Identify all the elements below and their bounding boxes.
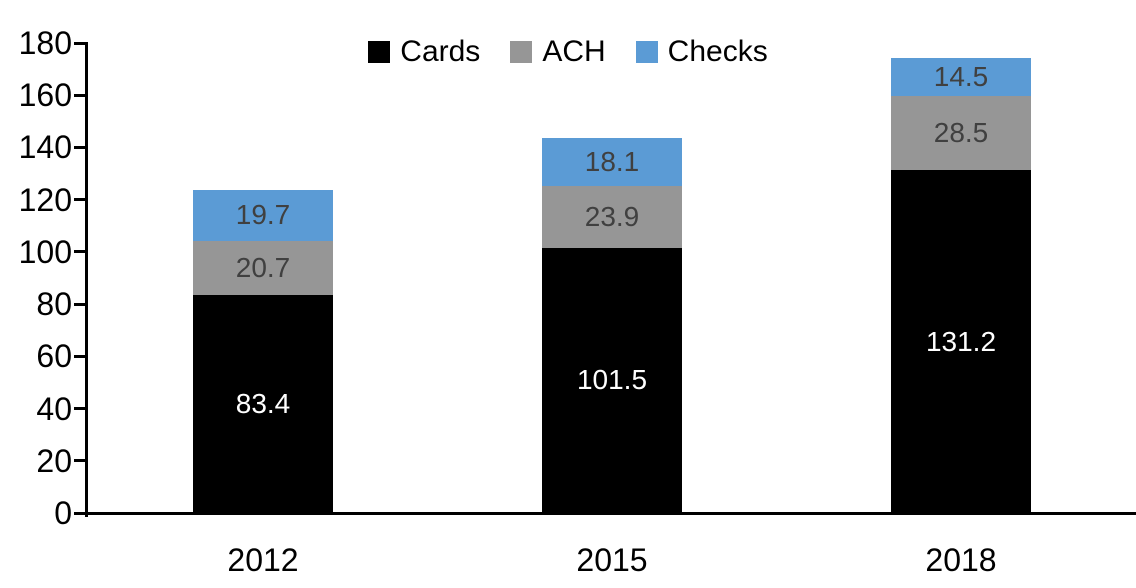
bar-segment-ach: 23.9 [542, 185, 682, 248]
bar-segment-value: 14.5 [933, 61, 989, 93]
bar-segment-value: 19.7 [235, 199, 291, 231]
legend-item-cards: Cards [368, 37, 480, 67]
y-axis-tick-label: 140 [18, 129, 72, 166]
bar-segment-value: 83.4 [235, 388, 291, 420]
x-axis-line [74, 511, 1136, 515]
x-axis-category-label: 2015 [576, 542, 648, 578]
y-axis-tick [74, 145, 88, 149]
y-axis-tick-label: 80 [36, 286, 72, 323]
bar-segment-value: 101.5 [576, 364, 648, 396]
y-axis-tick-label: 180 [18, 25, 72, 61]
y-axis-tick-label: 40 [36, 390, 72, 427]
y-axis-tick [74, 407, 88, 411]
y-axis-tick-label: 60 [36, 338, 72, 375]
legend-marker-ach-icon [510, 41, 533, 63]
y-axis-tick-label: 160 [18, 77, 72, 114]
bar-segment-value: 20.7 [235, 252, 291, 284]
bar-segment-value: 131.2 [925, 325, 997, 357]
bar-segment-checks: 18.1 [542, 138, 682, 186]
y-axis-tick [74, 198, 88, 202]
legend-item-ach: ACH [510, 35, 606, 68]
legend-label: Checks [667, 35, 768, 68]
bar-segment-ach: 20.7 [193, 241, 333, 296]
legend-marker-cards-icon [368, 41, 391, 63]
y-axis-tick [74, 459, 88, 463]
y-axis-tick [74, 41, 88, 45]
y-axis-tick-label: 0 [54, 495, 72, 531]
bar-segment-value: 28.5 [933, 117, 989, 149]
bar-segment-ach: 28.5 [891, 96, 1031, 171]
bar-segment-checks: 14.5 [891, 58, 1031, 96]
bar-segment-value: 23.9 [584, 200, 640, 232]
legend-label: Cards [400, 35, 481, 68]
y-axis-tick [74, 250, 88, 254]
bar-segment-value: 18.1 [584, 145, 640, 177]
legend-marker-checks-icon [635, 41, 658, 63]
y-axis-tick [74, 354, 88, 358]
chart-legend: Cards ACH Checks [0, 34, 1136, 70]
bar-segment-cards: 83.4 [193, 295, 333, 513]
y-axis-tick [74, 93, 88, 97]
legend-label: ACH [542, 35, 606, 68]
y-axis-tick [74, 302, 88, 306]
bar-segment-cards: 131.2 [891, 170, 1031, 513]
y-axis-tick-label: 100 [18, 233, 72, 270]
legend-item-checks: Checks [635, 35, 768, 68]
y-axis-line [85, 42, 88, 517]
y-axis-tick-label: 120 [18, 181, 72, 218]
x-axis-category-label: 2012 [227, 542, 299, 578]
bar-segment-checks: 19.7 [193, 189, 333, 242]
x-axis-category-label: 2018 [925, 542, 997, 578]
y-axis-tick-label: 20 [36, 442, 72, 479]
bar-segment-cards: 101.5 [542, 247, 682, 513]
